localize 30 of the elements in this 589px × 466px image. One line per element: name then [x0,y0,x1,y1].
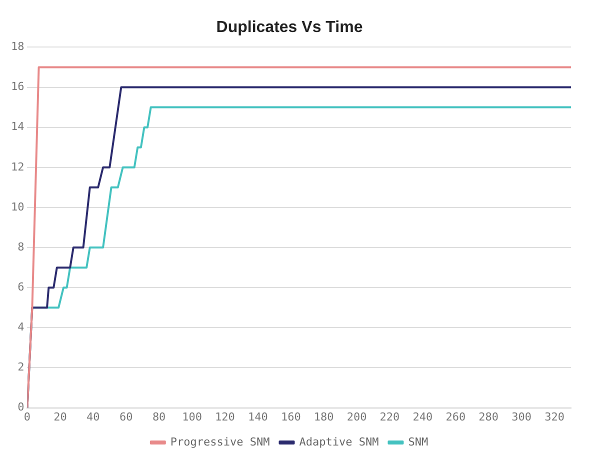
y-tick-label: 16 [10,80,24,94]
y-tick-label: 18 [10,40,24,54]
x-tick-label: 120 [215,410,235,424]
x-tick-label: 180 [314,410,334,424]
y-tick-label: 0 [18,400,24,414]
legend-label: SNM [408,435,428,448]
x-tick-label: 100 [182,410,202,424]
y-tick-label: 10 [10,200,24,214]
x-tick-label: 200 [346,410,367,424]
x-tick-label: 160 [280,410,301,424]
y-tick-label: 14 [10,120,25,134]
x-tick-label: 320 [544,410,564,424]
y-tick-label: 8 [18,240,24,254]
x-tick-label: 260 [446,410,466,424]
x-tick-label: 140 [248,410,268,424]
x-tick-label: 280 [478,410,499,424]
x-tick-label: 240 [412,410,433,424]
x-tick-label: 80 [152,410,166,424]
x-tick-label: 40 [86,410,100,424]
legend-label: Adaptive SNM [299,435,380,448]
y-tick-label: 6 [18,280,24,294]
chart-title: Duplicates Vs Time [216,19,363,36]
x-tick-label: 300 [512,410,532,424]
y-tick-label: 2 [18,360,24,374]
y-tick-label: 12 [10,160,24,174]
x-tick-label: 220 [380,410,400,424]
y-tick-label: 4 [18,320,25,334]
legend-label: Progressive SNM [170,435,270,448]
x-tick-label: 20 [54,410,67,424]
x-tick-label: 60 [119,410,133,424]
